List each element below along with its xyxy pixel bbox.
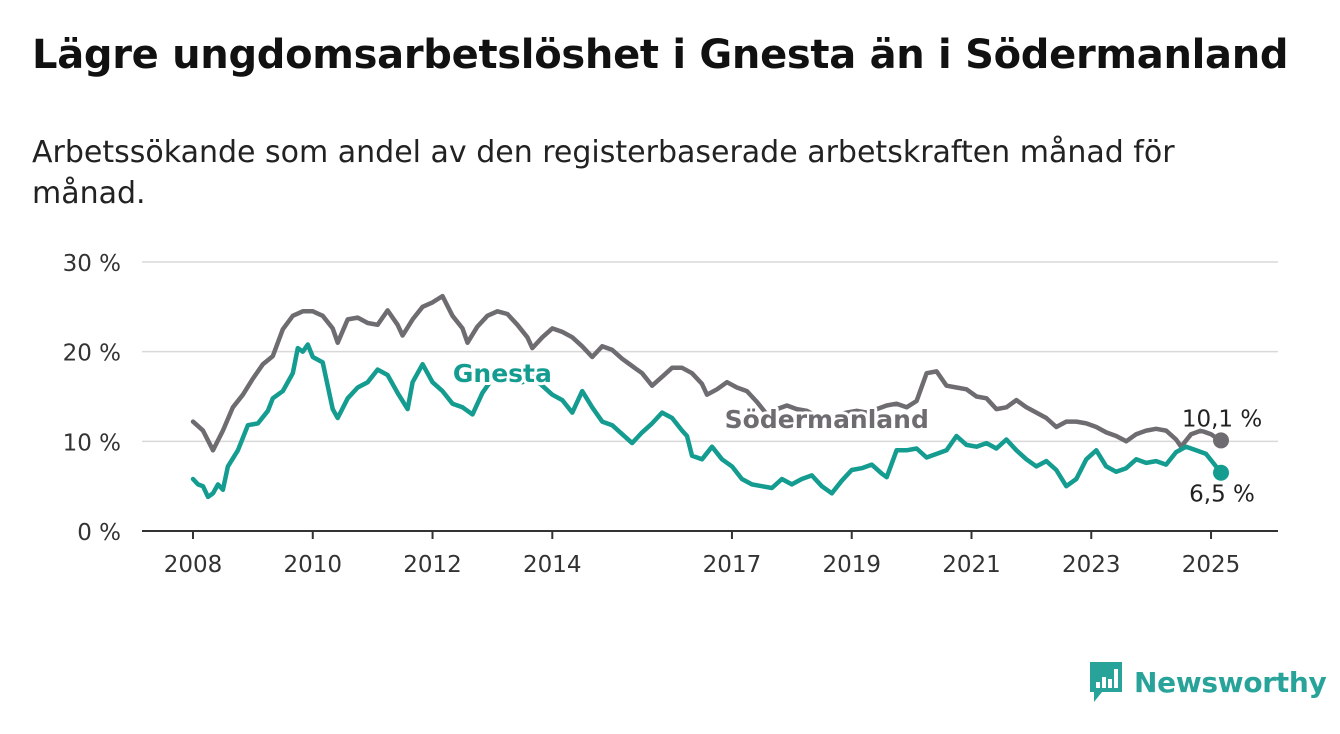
end-point-gnesta <box>1213 464 1230 481</box>
y-tick-label: 0 % <box>77 520 121 546</box>
x-axis <box>142 530 1278 539</box>
gridlines <box>142 261 1278 443</box>
series-lines <box>190 293 1230 500</box>
series-label-sodermanland: Södermanland <box>725 405 929 434</box>
newsworthy-brand: Newsworthy <box>1088 660 1327 704</box>
newsworthy-logo-icon <box>1090 662 1122 702</box>
x-tick-label: 2025 <box>1182 552 1241 578</box>
x-tick-label: 2017 <box>703 552 762 578</box>
x-tick-label: 2014 <box>523 552 582 578</box>
end-value-label: 6,5 % <box>1189 482 1255 508</box>
x-axis-tick-labels: 2008 2010 2012 2014 2017 2019 2021 2023 2025 <box>164 552 1241 578</box>
y-tick-label: 30 % <box>63 251 121 277</box>
end-point-sodermanland <box>1213 432 1230 449</box>
series-line-sodermanland <box>190 293 1224 453</box>
series-label-gnesta: Gnesta <box>453 359 552 388</box>
brand-name: Newsworthy <box>1134 665 1327 699</box>
y-tick-label: 20 % <box>63 341 121 367</box>
y-axis-tick-labels: 0 % 10 % 20 % 30 % <box>63 251 121 546</box>
chart-title: Lägre ungdomsarbetslöshet i Gnesta än i … <box>32 32 1289 78</box>
end-value-label: 10,1 % <box>1182 406 1262 432</box>
x-tick-label: 2010 <box>283 552 342 578</box>
y-tick-label: 10 % <box>63 430 121 456</box>
series-line-gnesta <box>190 342 1224 500</box>
x-tick-label: 2012 <box>403 552 462 578</box>
series-labels: 10,1 % 6,5 % Gnesta Södermanland <box>450 356 1265 510</box>
x-tick-label: 2008 <box>164 552 223 578</box>
x-tick-label: 2021 <box>942 552 1001 578</box>
chart-subtitle: Arbetssökande som andel av den registerb… <box>32 135 1175 211</box>
x-tick-label: 2019 <box>822 552 881 578</box>
x-tick-label: 2023 <box>1062 552 1121 578</box>
